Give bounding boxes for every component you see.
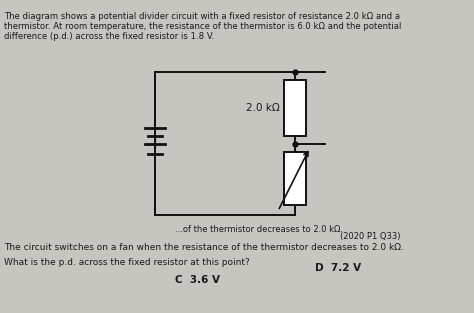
Bar [284,151,306,205]
Text: What is the p.d. across the fixed resistor at this point?: What is the p.d. across the fixed resist… [4,258,250,267]
Bar [284,80,306,136]
Text: The circuit switches on a fan when the resistance of the thermistor decreases to: The circuit switches on a fan when the r… [4,243,404,252]
Text: D  7.2 V: D 7.2 V [315,263,361,273]
Text: 2.0 kΩ: 2.0 kΩ [246,103,280,113]
Text: (2020 P1 Q33): (2020 P1 Q33) [340,232,401,241]
Text: ...of the thermistor decreases to 2.0 kΩ.: ...of the thermistor decreases to 2.0 kΩ… [175,225,343,234]
Text: The diagram shows a potential divider circuit with a fixed resistor of resistanc: The diagram shows a potential divider ci… [4,12,400,21]
Text: difference (p.d.) across the fixed resistor is 1.8 V.: difference (p.d.) across the fixed resis… [4,32,214,41]
Text: C  3.6 V: C 3.6 V [175,275,220,285]
Text: thermistor. At room temperature, the resistance of the thermistor is 6.0 kΩ and : thermistor. At room temperature, the res… [4,22,401,31]
